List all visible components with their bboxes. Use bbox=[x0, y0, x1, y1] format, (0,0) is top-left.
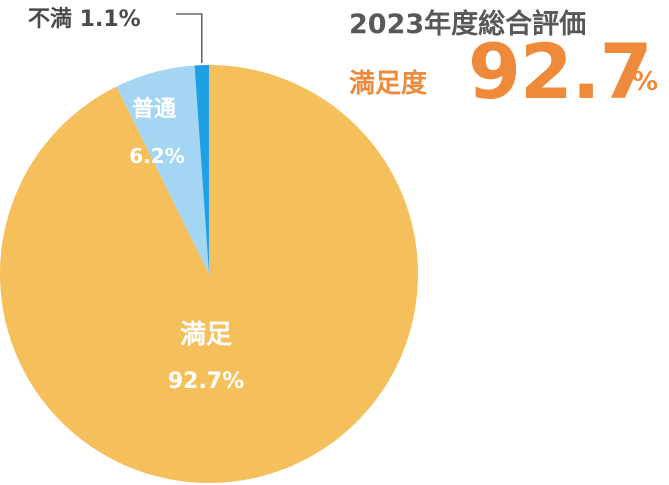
label-satisfied-name: 満足 bbox=[180, 320, 232, 350]
pie-slice-dissatisfied bbox=[194, 65, 209, 274]
callout-line-dissatisfied bbox=[176, 13, 203, 64]
label-dissatisfied: 不満 1.1% bbox=[28, 6, 141, 32]
label-normal-value: 6.2% bbox=[129, 144, 184, 168]
pie-slice-satisfied bbox=[0, 65, 418, 483]
satisfaction-unit: % bbox=[632, 67, 659, 97]
label-normal-name: 普通 bbox=[132, 96, 176, 122]
satisfaction-value: 92.7 bbox=[468, 27, 653, 116]
label-satisfied-value: 92.7% bbox=[168, 369, 244, 394]
satisfaction-label: 満足度 bbox=[349, 69, 428, 99]
pie-slice-normal bbox=[116, 65, 209, 274]
chart-title: 2023年度総合評価 bbox=[349, 9, 587, 40]
